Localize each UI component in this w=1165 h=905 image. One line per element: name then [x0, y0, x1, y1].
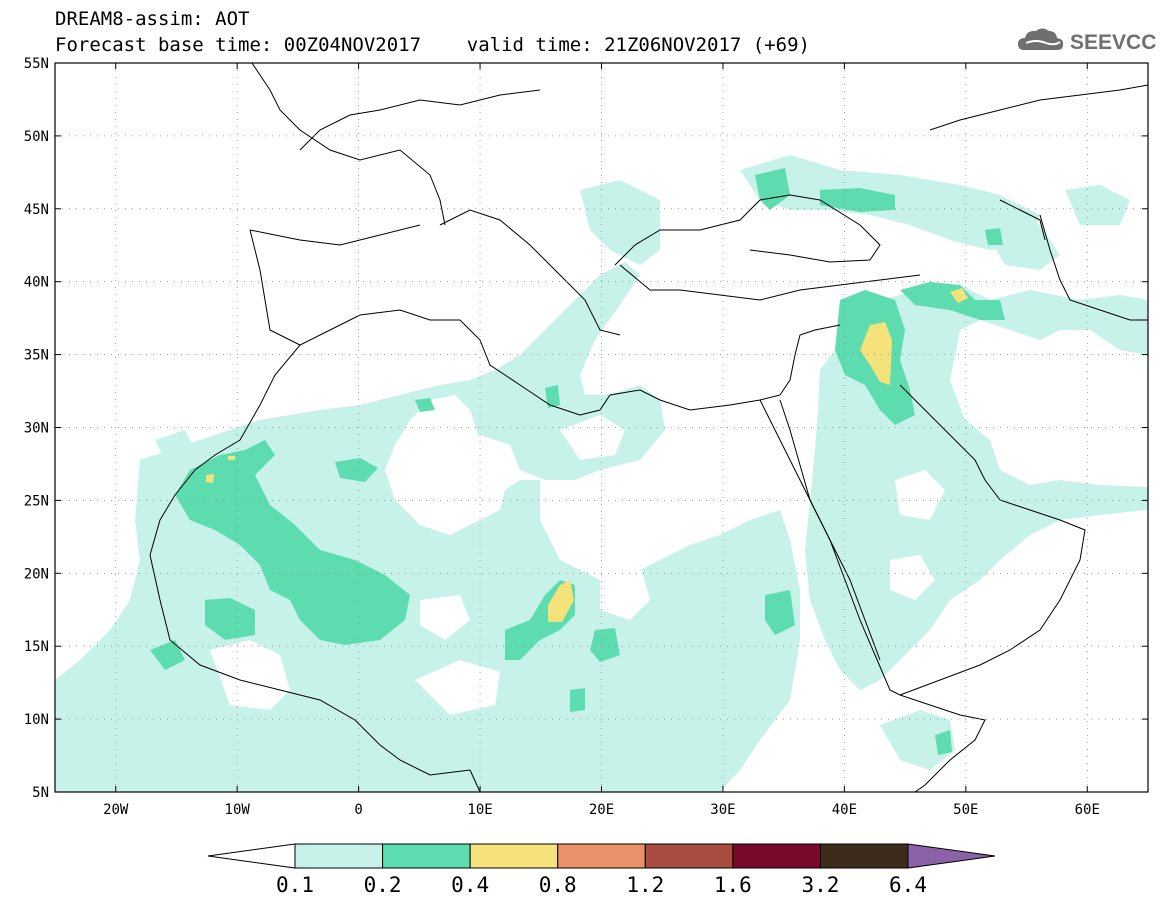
lon-label: 50E: [953, 802, 978, 818]
lat-label: 45N: [24, 202, 49, 218]
lon-label: 60E: [1075, 802, 1100, 818]
colorbar: 0.1 0.2 0.4 0.8 1.2 1.6 3.2 6.4: [207, 843, 996, 897]
colorbar-high-arrow: [907, 843, 996, 869]
chart-subtitle: Forecast base time: 00Z04NOV2017 valid t…: [55, 34, 810, 56]
cloud-icon: [1018, 28, 1064, 50]
colorbar-label: 0.1: [276, 873, 314, 897]
lat-label: 30N: [24, 421, 49, 437]
lon-label: 0: [354, 802, 362, 818]
colorbar-label: 0.4: [451, 873, 489, 897]
colorbar-label: 6.4: [889, 873, 927, 897]
lat-label: 5N: [32, 785, 49, 801]
lat-label: 20N: [24, 566, 49, 582]
colorbar-box: [819, 843, 909, 869]
lat-label: 50N: [24, 129, 49, 145]
lon-label: 10E: [467, 802, 492, 818]
lat-label: 55N: [24, 56, 49, 72]
lat-label: 10N: [24, 712, 49, 728]
lat-label: 40N: [24, 275, 49, 291]
colorbar-box: [557, 843, 646, 869]
lon-label: 10W: [225, 802, 251, 818]
coastlines: [149, 63, 1148, 792]
colorbar-box: [644, 843, 734, 869]
lat-label: 15N: [24, 639, 49, 655]
longitude-labels: 20W 10W 0 10E 20E 30E 40E 50E 60E: [103, 802, 1100, 818]
aot-field: [55, 155, 1148, 792]
colorbar-low-arrow: [207, 843, 296, 869]
colorbar-box: [294, 843, 384, 869]
seevccc-logo: SEEVCCC: [1018, 28, 1156, 54]
lon-label: 40E: [832, 802, 857, 818]
aot-level-0-4: [206, 288, 968, 622]
colorbar-label: 0.2: [364, 873, 402, 897]
colorbar-label: 1.6: [714, 873, 752, 897]
chart-title: DREAM8-assim: AOT: [55, 8, 250, 30]
colorbar-box: [469, 843, 559, 869]
colorbar-box: [732, 843, 821, 869]
colorbar-label: 1.2: [626, 873, 664, 897]
map-ticks: [55, 62, 1148, 793]
lon-label: 30E: [710, 802, 735, 818]
lon-label: 20E: [589, 802, 614, 818]
latitude-labels: 5N 10N 15N 20N 25N 30N 35N 40N 45N 50N 55N: [24, 56, 49, 801]
lat-label: 25N: [24, 493, 49, 509]
lon-label: 20W: [103, 802, 129, 818]
logo-text: SEEVCCC: [1070, 31, 1156, 54]
map-grid: [55, 63, 1148, 792]
lat-label: 35N: [24, 348, 49, 364]
colorbar-label: 0.8: [539, 873, 577, 897]
colorbar-box: [382, 843, 471, 869]
colorbar-label: 3.2: [801, 873, 839, 897]
aot-below-0-1: [210, 415, 945, 715]
